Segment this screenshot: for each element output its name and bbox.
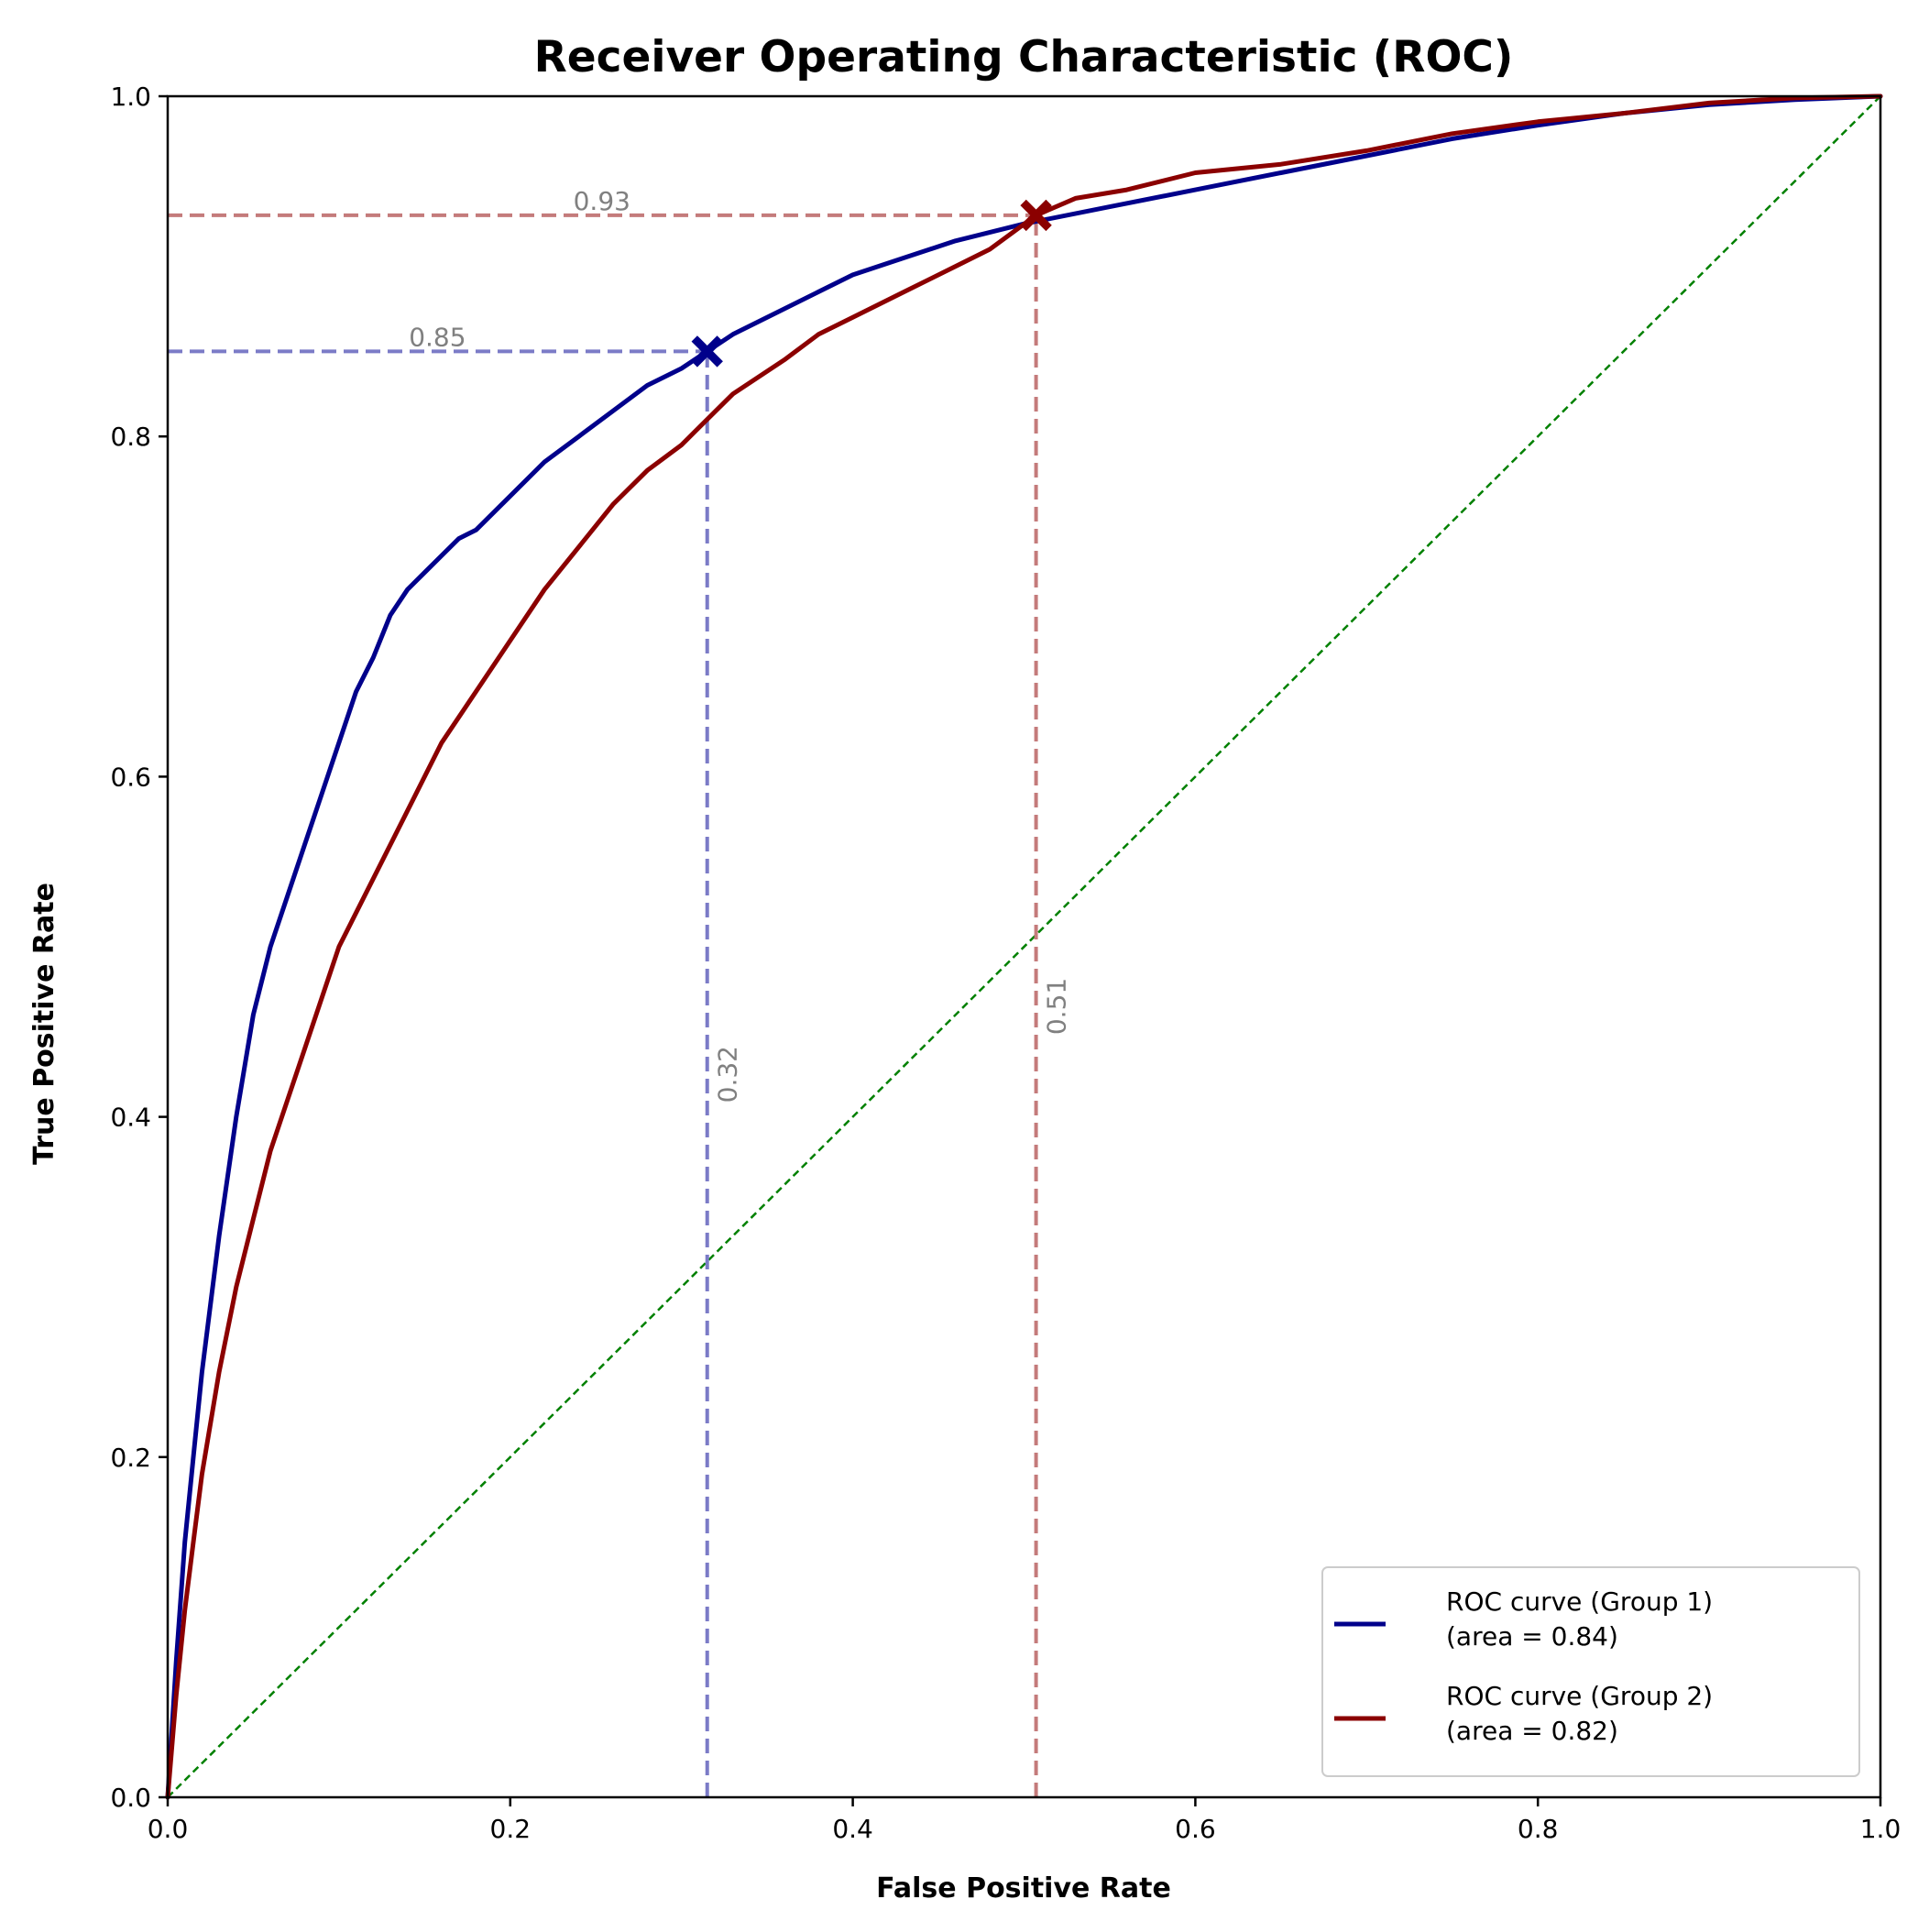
x-tick-label: 1.0: [1860, 1814, 1902, 1844]
y-tick-label: 0.0: [110, 1783, 151, 1813]
plot-frame: [166, 94, 1882, 1799]
x-tick-label: 0.6: [1175, 1814, 1216, 1844]
operating-point-marker-1: [691, 335, 723, 368]
y-tick-label: 0.4: [110, 1103, 151, 1133]
legend-area-group-1: (area = 0.84): [1446, 1621, 1618, 1652]
legend: ROC curve (Group 1) (area = 0.84) ROC cu…: [1321, 1566, 1860, 1777]
x-tick-label: 0.2: [490, 1814, 532, 1844]
roc-curve-group-2: [165, 93, 1883, 1800]
chance-diagonal-line: [167, 95, 1881, 1798]
operating-point-marker-2: [1020, 199, 1052, 232]
tpr-value-label-1: 0.85: [409, 322, 466, 352]
legend-label-group-1: ROC curve (Group 1): [1446, 1586, 1713, 1617]
chart-title: Receiver Operating Characteristic (ROC): [534, 32, 1514, 82]
plot-area: 0.85 0.32 0.93 0.51: [165, 93, 1883, 1800]
y-axis-ticks: 0.0 0.2 0.4 0.6 0.8 1.0: [110, 82, 168, 1813]
legend-box: [1321, 1566, 1860, 1777]
x-tick-label: 0.0: [148, 1814, 189, 1844]
x-axis-label: False Positive Rate: [876, 1872, 1171, 1905]
roc-curve-group-1: [165, 93, 1883, 1800]
tpr-value-label-2: 0.93: [574, 186, 630, 216]
y-tick-label: 0.2: [110, 1443, 151, 1473]
x-axis-ticks: 0.0 0.2 0.4 0.6 0.8 1.0: [148, 1797, 1902, 1844]
x-tick-label: 0.4: [832, 1814, 873, 1844]
y-tick-label: 1.0: [110, 82, 151, 112]
x-tick-label: 0.8: [1518, 1814, 1559, 1844]
fpr-value-label-2: 0.51: [1042, 978, 1072, 1035]
legend-area-group-2: (area = 0.82): [1446, 1716, 1618, 1746]
fpr-value-label-1: 0.32: [713, 1046, 743, 1103]
y-tick-label: 0.8: [110, 422, 151, 452]
y-axis-label: True Positive Rate: [28, 883, 60, 1165]
legend-label-group-2: ROC curve (Group 2): [1446, 1681, 1713, 1711]
y-tick-label: 0.6: [110, 762, 151, 792]
